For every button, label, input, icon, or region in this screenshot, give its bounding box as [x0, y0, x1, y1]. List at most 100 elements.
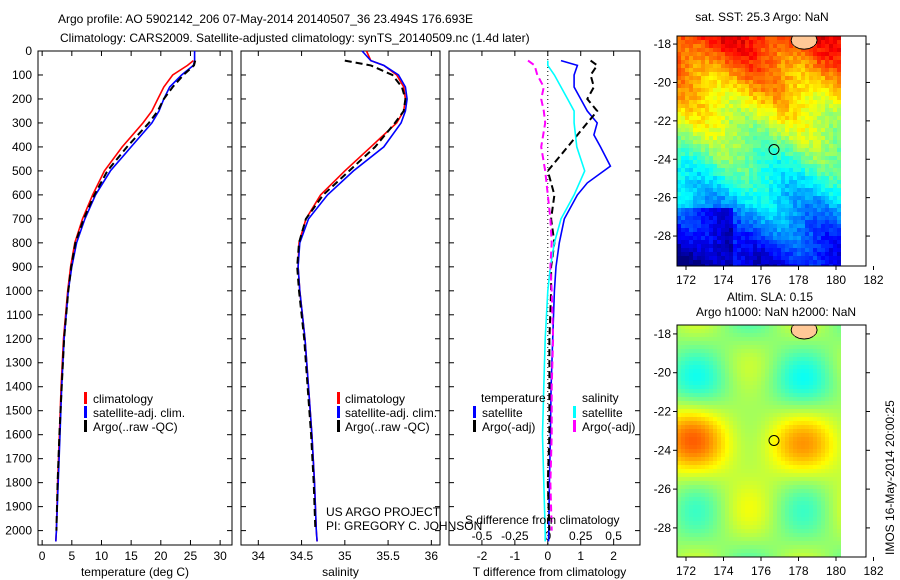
series-line-s-satellite	[541, 60, 586, 542]
legend-swatch-t-argo	[473, 420, 476, 432]
sst-map-panel: 172 174 176 178 180 182 -18 -20 -22 -24 -26 -28	[654, 35, 884, 287]
y-tick-label: 1900	[5, 500, 32, 514]
lat-tick-label: -24	[654, 443, 672, 457]
y-tick-label: 1700	[5, 452, 32, 466]
x-tick-label: 0	[544, 549, 551, 563]
legend-label-climatology: climatology	[345, 392, 405, 406]
lon-tick-label: 180	[826, 564, 846, 578]
legend-label-s-satellite: satellite	[582, 406, 623, 420]
x-tick-label: -1	[510, 549, 521, 563]
x-tick-label: 2	[610, 549, 617, 563]
map1-title: sat. SST: 25.3 Argo: NaN	[695, 10, 828, 24]
y-tick-label: 500	[12, 164, 32, 178]
series-line-t-argo-adj-	[546, 59, 599, 531]
x-tick-label: 1	[577, 549, 584, 563]
y-tick-label: 300	[12, 116, 32, 130]
legend-label-satellite: satellite-adj. clim.	[93, 406, 185, 420]
sla-map-panel: 172 174 176 178 180 182 -18 -20 -22 -24 -26 -28	[654, 324, 884, 578]
x2-tick-label: -0.25	[501, 529, 529, 543]
y-tick-label: 2000	[5, 524, 32, 538]
x-tick-label: 34	[252, 549, 266, 563]
legend-swatch-argo	[337, 420, 340, 432]
legend-header-salinity: salinity	[582, 391, 619, 405]
map2-subtitle: Argo h1000: NaN h2000: NaN	[696, 305, 856, 319]
series-line-satellite-adj-clim-	[297, 50, 408, 542]
y-tick-label: 600	[12, 188, 32, 202]
x-tick-label: 35	[338, 549, 352, 563]
sst-map-image	[677, 36, 866, 266]
x-tick-label: 34.5	[290, 549, 314, 563]
difference-legend: temperature salinity satellite Argo(-adj…	[473, 391, 635, 434]
plot-frame	[37, 50, 233, 546]
y-tick-label: 1400	[5, 380, 32, 394]
x-axis-label: T difference from climatology	[473, 565, 627, 579]
legend-label-argo: Argo(..raw -QC)	[93, 420, 178, 434]
y-tick-label: 800	[12, 236, 32, 250]
x2-tick-label: 0.5	[605, 529, 622, 543]
lon-tick-label: 176	[751, 564, 771, 578]
lat-tick-label: -28	[654, 521, 672, 535]
legend-swatch-satellite	[84, 406, 87, 418]
legend-swatch-s-argo	[573, 420, 576, 432]
lon-tick-label: 178	[788, 564, 808, 578]
map-frame	[676, 35, 867, 267]
x-tick-label: 25	[184, 549, 198, 563]
lat-tick-label: -20	[654, 75, 672, 89]
figure-title-line1: Argo profile: AO 5902142_206 07-May-2014…	[58, 12, 473, 26]
diff-x2-label: S difference from climatology	[465, 513, 620, 527]
legend-label-t-argo: Argo(-adj)	[482, 420, 535, 434]
legend-swatch-t-satellite	[473, 406, 476, 418]
credit-line1: US ARGO PROJECT	[326, 505, 441, 519]
y-tick-label: 1600	[5, 428, 32, 442]
y-tick-label: 900	[12, 260, 32, 274]
series-line-argo-raw-qc-	[55, 60, 197, 531]
lat-tick-label: -18	[654, 327, 672, 341]
x2-tick-label: 0.25	[569, 529, 593, 543]
legend-swatch-s-satellite	[573, 406, 576, 418]
x-axis-label: temperature (deg C)	[81, 565, 189, 579]
x-tick-label: 30	[213, 549, 227, 563]
series-line-argo-raw-qc-	[296, 59, 407, 531]
sla-map-image	[677, 325, 866, 557]
lat-tick-label: -28	[654, 229, 672, 243]
x-tick-label: -2	[477, 549, 488, 563]
x-tick-label: 5	[68, 549, 75, 563]
legend-swatch-argo	[84, 420, 87, 432]
lat-tick-label: -20	[654, 366, 672, 380]
imos-timestamp: IMOS 16-May-2014 20:00:25	[883, 400, 897, 555]
lat-tick-label: -26	[654, 191, 672, 205]
lat-tick-label: -24	[654, 152, 672, 166]
legend-header-temperature: temperature	[481, 391, 546, 405]
y-tick-label: 100	[12, 68, 32, 82]
x2-tick-label: -0.5	[472, 529, 493, 543]
difference-panel: -2 -1 0 1 2 T difference from climatology -0.5…	[448, 50, 641, 579]
x-tick-label: 20	[154, 549, 168, 563]
lat-tick-label: -26	[654, 482, 672, 496]
lon-tick-label: 182	[863, 273, 883, 287]
plot-frame	[448, 50, 641, 546]
lat-tick-label: -22	[654, 114, 672, 128]
argo-float-marker	[768, 434, 780, 446]
x-tick-label: 10	[95, 549, 109, 563]
legend-label-climatology: climatology	[93, 392, 153, 406]
legend-label-satellite: satellite-adj. clim.	[345, 406, 437, 420]
x-tick-label: 15	[124, 549, 138, 563]
lon-tick-label: 182	[863, 564, 883, 578]
salinity-panel: 34 34.5 35 35.5 36 salinity	[240, 50, 441, 579]
lon-tick-label: 180	[826, 273, 846, 287]
y-tick-label: 0	[25, 44, 32, 58]
y-tick-label: 1100	[6, 308, 32, 322]
credit-line2: PI: GREGORY C. JOHNSON	[326, 519, 482, 533]
temperature-panel: 0 5 10 15 20 25 300100200300400500600700800900…	[5, 44, 233, 579]
map2-title: Altim. SLA: 0.15	[727, 290, 813, 304]
legend-label-t-satellite: satellite	[482, 406, 523, 420]
plot-frame	[240, 50, 441, 546]
x-tick-label: 0	[39, 549, 46, 563]
map-frame	[676, 324, 867, 558]
series-line-satellite-adj-clim-	[55, 51, 196, 542]
x-tick-label: 36	[425, 549, 439, 563]
lon-tick-label: 174	[713, 564, 733, 578]
temperature-legend: climatology satellite-adj. clim. Argo(..…	[84, 392, 185, 434]
y-tick-label: 1800	[5, 476, 32, 490]
